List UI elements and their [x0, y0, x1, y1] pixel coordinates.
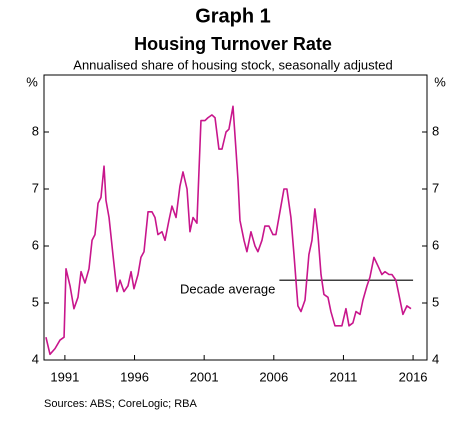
data-line — [45, 105, 412, 356]
y-axis-label: % — [26, 74, 38, 89]
x-tick-label: 2016 — [399, 369, 428, 384]
chart-subtitle: Housing Turnover Rate — [134, 34, 332, 54]
y-tick-label: 8 — [32, 123, 39, 138]
y2-tick-label: 4 — [432, 351, 439, 366]
x-tick-label: 1991 — [50, 369, 79, 384]
plot-frame — [43, 74, 428, 361]
y-tick-label: 7 — [32, 180, 39, 195]
y-tick-label: 6 — [32, 237, 39, 252]
y2-tick-label: 6 — [432, 237, 439, 252]
y-tick-label: 4 — [32, 351, 39, 366]
y2-tick-label: 8 — [432, 123, 439, 138]
chart-title: Graph 1 — [195, 5, 271, 27]
y2-tick-label: 5 — [432, 294, 439, 309]
x-tick-label: 2006 — [259, 369, 288, 384]
source-note: Sources: ABS; CoreLogic; RBA — [44, 398, 198, 410]
y2-tick-label: 7 — [432, 180, 439, 195]
x-tick-label: 1996 — [120, 369, 149, 384]
reference-label: Decade average — [180, 282, 275, 297]
chart-description: Annualised share of housing stock, seaso… — [73, 57, 392, 72]
x-tick-label: 2011 — [329, 369, 357, 384]
y2-axis-label: % — [434, 74, 446, 89]
x-tick-label: 2001 — [190, 369, 219, 384]
y-tick-label: 5 — [32, 294, 39, 309]
